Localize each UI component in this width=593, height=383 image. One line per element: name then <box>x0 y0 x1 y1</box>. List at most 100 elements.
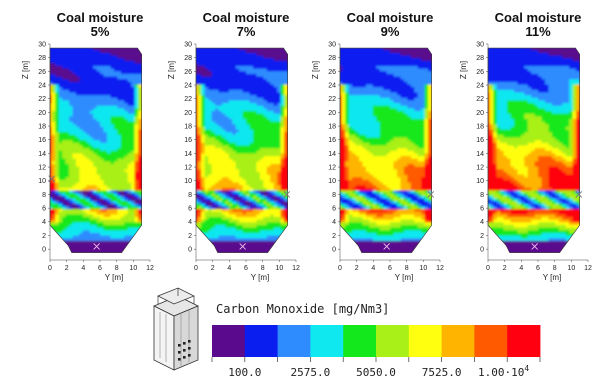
heatmap-cell <box>211 144 216 149</box>
heatmap-cell <box>340 62 343 66</box>
heatmap-cell <box>249 205 254 210</box>
heatmap-cell <box>266 139 272 143</box>
heatmap-cell <box>341 104 347 109</box>
heatmap-cell <box>266 224 272 228</box>
y-tick-label: 12 <box>146 265 154 272</box>
heatmap-cell <box>55 221 60 225</box>
heatmap-cell <box>103 54 108 59</box>
heatmap-cell <box>340 237 343 241</box>
heatmap-cell <box>127 221 132 225</box>
heatmap-cell <box>232 59 237 64</box>
heatmap-cell <box>196 67 199 72</box>
heatmap-cell <box>107 208 112 212</box>
heatmap-cell <box>253 234 258 239</box>
heatmap-cell <box>221 171 227 175</box>
heatmap-cell <box>273 83 278 88</box>
heatmap-cell <box>75 131 81 135</box>
heatmap-cell <box>131 78 136 82</box>
heatmap-cell <box>124 99 129 104</box>
heatmap-cell <box>93 49 98 53</box>
heatmap-cell <box>138 97 142 101</box>
heatmap-cell <box>50 205 53 210</box>
heatmap-cell <box>280 213 285 218</box>
heatmap-cell <box>253 110 258 114</box>
heatmap-cell <box>267 253 271 256</box>
heatmap-cell <box>50 218 53 223</box>
heatmap-cell <box>218 240 223 244</box>
heatmap-cell <box>228 205 234 210</box>
heatmap-cell <box>341 210 347 215</box>
heatmap-cell <box>348 197 353 202</box>
heatmap-cell <box>263 107 268 112</box>
heatmap-cell <box>284 189 288 194</box>
heatmap-cell <box>239 112 244 117</box>
heatmap-cell <box>249 168 254 172</box>
heatmap-cell <box>197 65 203 69</box>
heatmap-cell <box>131 54 136 59</box>
heatmap-cell <box>103 91 108 96</box>
heatmap-cell <box>113 139 119 143</box>
heatmap-cell <box>218 189 223 194</box>
heatmap-cell <box>120 81 126 85</box>
y-axis-label: Y [m] <box>105 273 124 282</box>
heatmap-cell <box>75 48 81 51</box>
heatmap-cell <box>215 62 220 66</box>
heatmap-cell <box>197 157 203 162</box>
heatmap-cell <box>287 221 288 225</box>
heatmap-cell <box>345 155 350 159</box>
heatmap-cell <box>235 120 241 125</box>
heatmap-cell <box>196 165 199 170</box>
heatmap-cell <box>58 165 63 170</box>
heatmap-cell <box>97 44 101 47</box>
heatmap-cell <box>277 155 282 159</box>
heatmap-cell <box>89 65 95 69</box>
heatmap-cell <box>348 200 353 204</box>
heatmap-cell <box>51 115 57 119</box>
heatmap-cell <box>277 184 282 188</box>
heatmap-cell <box>110 134 115 138</box>
heatmap-cell <box>75 102 81 106</box>
heatmap-cell <box>235 134 241 138</box>
heatmap-cell <box>242 142 247 146</box>
heatmap-cell <box>253 144 258 149</box>
heatmap-cell <box>204 213 209 218</box>
heatmap-cell <box>284 44 288 47</box>
heatmap-cell <box>113 48 119 51</box>
heatmap-cell <box>221 83 227 88</box>
heatmap-cell <box>345 253 349 256</box>
heatmap-cell <box>239 253 243 256</box>
heatmap-cell <box>253 152 258 157</box>
heatmap-cell <box>131 44 135 47</box>
heatmap-cell <box>127 208 132 212</box>
heatmap-cell <box>270 250 275 253</box>
heatmap-cell <box>221 102 227 106</box>
heatmap-cell <box>281 44 285 47</box>
heatmap-cell <box>196 245 199 249</box>
heatmap-cell <box>89 48 95 51</box>
heatmap-cell <box>204 128 209 133</box>
heatmap-cell <box>246 73 251 77</box>
heatmap-cell <box>103 240 108 244</box>
heatmap-cell <box>263 131 268 135</box>
heatmap-cell <box>89 59 95 64</box>
heatmap-cell <box>345 86 350 90</box>
heatmap-cell <box>341 173 347 178</box>
heatmap-cell <box>284 62 288 66</box>
heatmap-cell <box>124 49 129 53</box>
heatmap-cell <box>131 104 136 109</box>
heatmap-cell <box>107 67 112 72</box>
heatmap-cell <box>93 160 98 165</box>
heatmap-cell <box>259 67 265 72</box>
heatmap-cell <box>69 184 74 188</box>
heatmap-cell <box>65 134 70 138</box>
heatmap-cell <box>280 155 285 159</box>
heatmap-cell <box>50 203 53 207</box>
heatmap-cell <box>73 44 77 47</box>
heatmap-cell <box>100 165 105 170</box>
heatmap-cell <box>124 163 129 167</box>
heatmap-cell <box>110 110 115 114</box>
heatmap-cell <box>341 136 347 141</box>
heatmap-cell <box>263 94 268 98</box>
heatmap-cell <box>100 139 105 143</box>
heatmap-cell <box>58 176 63 180</box>
